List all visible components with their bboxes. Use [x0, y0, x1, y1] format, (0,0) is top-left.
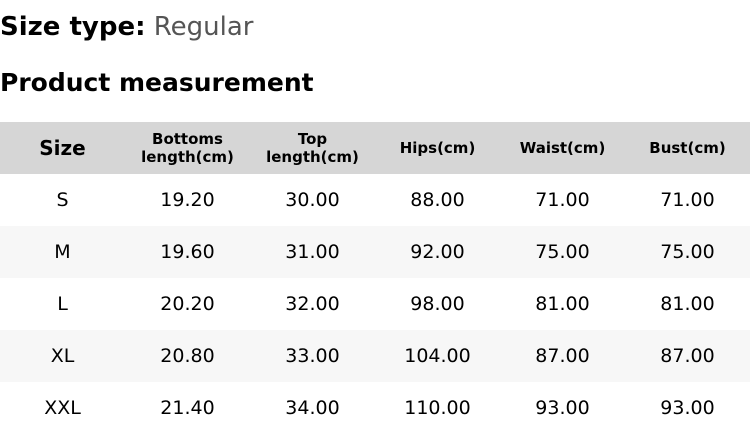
table-cell: 33.00 [285, 345, 340, 367]
measurement-table: Size Bottoms length(cm) Top length(cm) Hips… [0, 122, 750, 434]
table-cell: 88.00 [410, 189, 465, 211]
table-row: L 20.20 32.00 98.00 81.00 81.00 [0, 278, 750, 330]
size-type-label: Size type: [0, 12, 146, 42]
column-header: Bottoms length(cm) [141, 130, 234, 166]
table-cell: 71.00 [535, 189, 590, 211]
column-header: Hips(cm) [399, 139, 476, 157]
column-header: Waist(cm) [519, 139, 606, 157]
table-cell: M [54, 241, 71, 263]
table-cell: 92.00 [410, 241, 465, 263]
table-cell: 93.00 [660, 397, 715, 419]
table-cell: 34.00 [285, 397, 340, 419]
table-cell: 93.00 [535, 397, 590, 419]
table-cell: 20.80 [160, 345, 215, 367]
table-cell: 21.40 [160, 397, 215, 419]
column-header: Bust(cm) [649, 139, 726, 157]
table-cell: XL [50, 345, 75, 367]
table-cell: L [57, 293, 68, 315]
table-cell: 110.00 [404, 397, 471, 419]
table-cell: 104.00 [404, 345, 471, 367]
table-cell: 30.00 [285, 189, 340, 211]
table-row: S 19.20 30.00 88.00 71.00 71.00 [0, 174, 750, 226]
size-type-value: Regular [153, 12, 254, 42]
table-header-row: Size Bottoms length(cm) Top length(cm) Hips… [0, 122, 750, 174]
column-header: Size [39, 136, 86, 160]
table-cell: 87.00 [535, 345, 590, 367]
table-cell: 98.00 [410, 293, 465, 315]
table-cell: 75.00 [535, 241, 590, 263]
size-type: Size type: Regular [0, 10, 253, 44]
table-cell: 19.60 [160, 241, 215, 263]
table-cell: 81.00 [535, 293, 590, 315]
section-title: Product measurement [0, 68, 314, 97]
table-cell: XXL [44, 397, 81, 419]
table-cell: 87.00 [660, 345, 715, 367]
table-cell: 71.00 [660, 189, 715, 211]
table-cell: 81.00 [660, 293, 715, 315]
table-row: XL 20.80 33.00 104.00 87.00 87.00 [0, 330, 750, 382]
column-header: Top length(cm) [266, 130, 359, 166]
table-cell: 75.00 [660, 241, 715, 263]
table-cell: S [56, 189, 69, 211]
table-cell: 19.20 [160, 189, 215, 211]
table-cell: 32.00 [285, 293, 340, 315]
table-row: M 19.60 31.00 92.00 75.00 75.00 [0, 226, 750, 278]
table-cell: 20.20 [160, 293, 215, 315]
table-row: XXL 21.40 34.00 110.00 93.00 93.00 [0, 382, 750, 434]
table-cell: 31.00 [285, 241, 340, 263]
